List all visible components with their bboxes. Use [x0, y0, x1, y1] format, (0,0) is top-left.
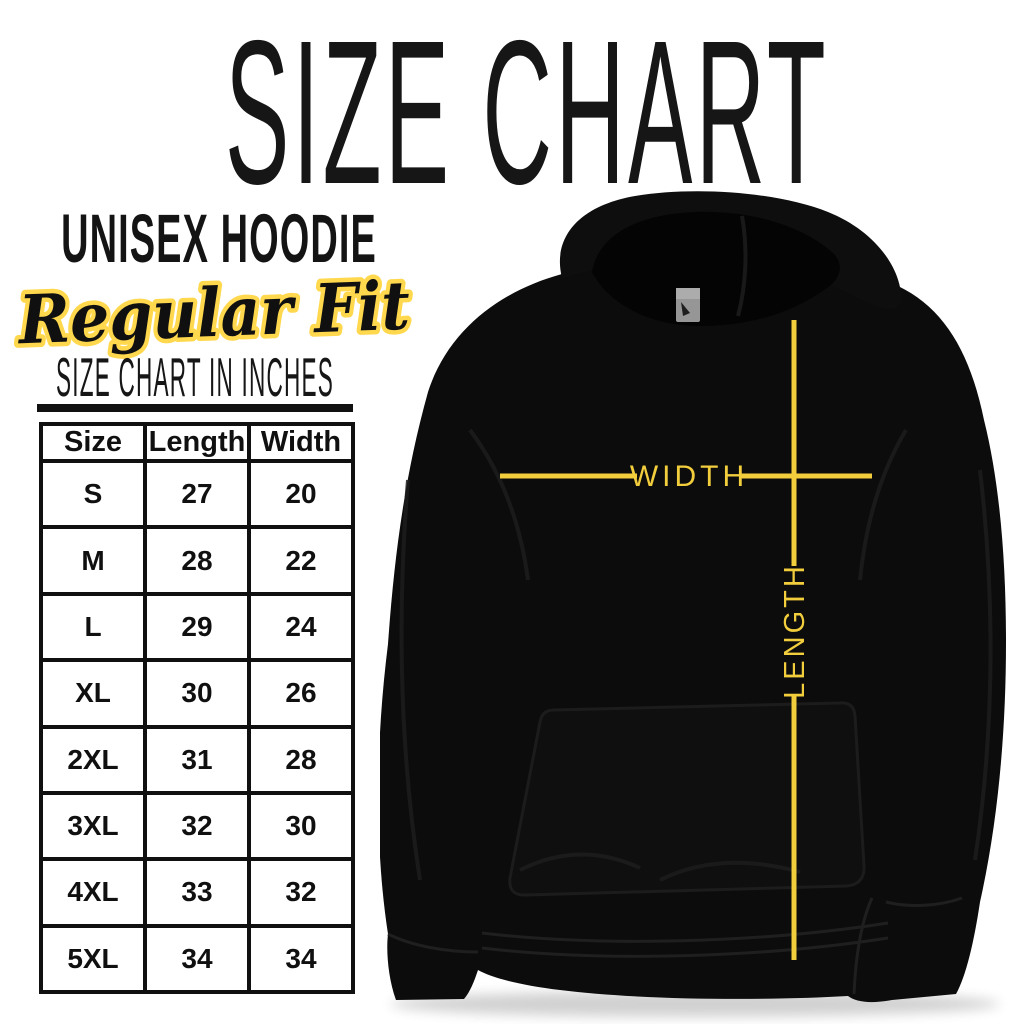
table-row: M 28 22 [39, 525, 355, 596]
table-row: 4XL 33 32 [39, 857, 355, 928]
seam-lines [387, 896, 963, 995]
width-cell: 20 [247, 458, 355, 530]
table-row: 2XL 31 28 [39, 724, 355, 795]
size-table: Size Length Width S 27 20 M 28 22 L 29 2… [39, 422, 355, 995]
length-cell: 31 [143, 724, 251, 795]
length-cell: 29 [143, 591, 251, 663]
length-label: LENGTH [779, 563, 811, 699]
size-cell: 3XL [39, 790, 147, 862]
width-cell: 34 [247, 923, 355, 995]
brand-tag [676, 288, 700, 322]
size-cell: XL [39, 658, 147, 729]
width-label: WIDTH [630, 460, 748, 493]
length-cell: 33 [143, 857, 251, 928]
length-cell: 34 [143, 923, 251, 995]
product-name: UNISEX HOODIE [61, 200, 377, 277]
hoodie-diagram: WIDTH LENGTH [380, 191, 1006, 1017]
size-cell: S [39, 458, 147, 530]
length-cell: 28 [143, 525, 251, 596]
column-header-length: Length [143, 422, 251, 463]
size-cell: M [39, 525, 147, 596]
length-cell: 27 [143, 458, 251, 530]
column-header-size: Size [39, 422, 147, 463]
length-cell: 30 [143, 658, 251, 729]
length-cell: 32 [143, 790, 251, 862]
table-row: 5XL 34 34 [39, 923, 355, 995]
column-header-width: Width [247, 422, 355, 463]
table-row: XL 30 26 [39, 658, 355, 729]
width-cell: 32 [247, 857, 355, 928]
hood-drape [600, 296, 826, 352]
size-cell: L [39, 591, 147, 663]
width-cell: 28 [247, 724, 355, 795]
table-header-row: Size Length Width [39, 422, 355, 463]
table-heading-underline [37, 404, 353, 412]
measurement-lines [500, 320, 872, 960]
hood-opening [592, 211, 840, 326]
fabric-wrinkles [399, 215, 993, 882]
size-cell: 5XL [39, 923, 147, 995]
page-title: SIZE CHART [225, 0, 829, 227]
size-cell: 2XL [39, 724, 147, 795]
width-cell: 30 [247, 790, 355, 862]
size-cell: 4XL [39, 857, 147, 928]
pocket [508, 701, 866, 897]
width-cell: 22 [247, 525, 355, 596]
width-cell: 26 [247, 658, 355, 729]
table-heading: SIZE CHART IN INCHES [56, 346, 334, 407]
hoodie-shadow [390, 991, 1000, 1017]
width-cell: 24 [247, 591, 355, 663]
headings: SIZE CHART UNISEX HOODIE Regular Fit SIZ… [11, 0, 829, 412]
table-row: S 27 20 [39, 458, 355, 530]
fit-label: Regular Fit [16, 267, 412, 360]
table-row: 3XL 32 30 [39, 790, 355, 862]
table-row: L 29 24 [39, 591, 355, 663]
